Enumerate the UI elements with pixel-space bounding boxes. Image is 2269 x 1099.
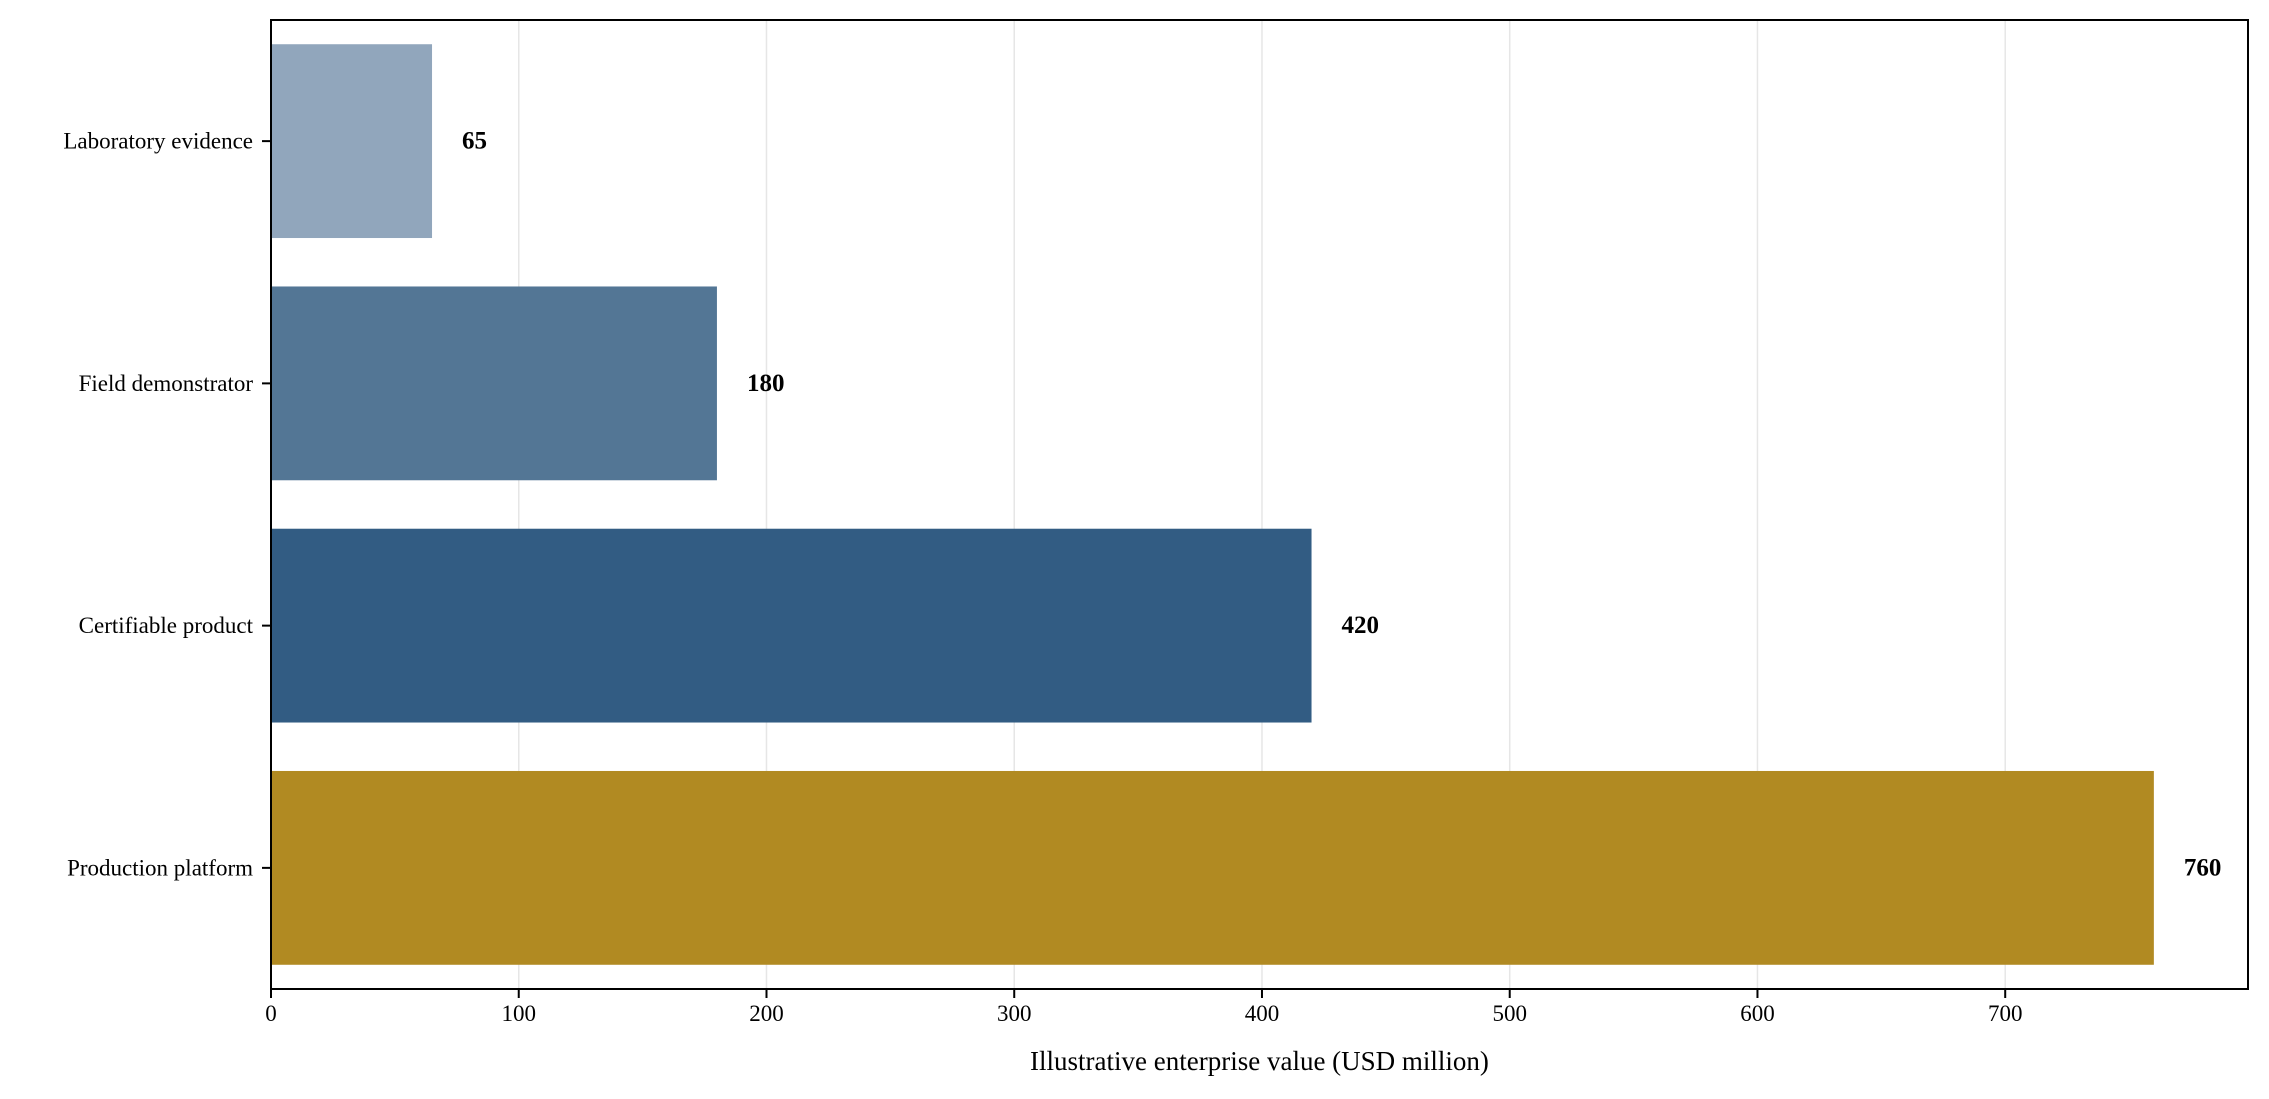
y-axis-ticks: Laboratory evidence Field demonstrator Cer…	[63, 129, 271, 880]
bar-production-platform	[271, 770, 2154, 965]
plot-border	[270, 19, 2249, 990]
x-tick-label: 600	[1740, 1001, 1775, 1026]
gridlines	[517, 20, 2006, 989]
y-tick-label: Certifiable product	[79, 613, 254, 638]
data-label: 180	[747, 370, 785, 397]
bar-certifiable-product	[271, 528, 1312, 723]
x-axis-label: Illustrative enterprise value (USD milli…	[1030, 1046, 1489, 1076]
x-tick-label: 500	[1492, 1001, 1527, 1026]
data-labels: 65 180 420 760	[462, 128, 2221, 882]
y-tick-label: Production platform	[67, 855, 253, 880]
x-tick-label: 400	[1245, 1001, 1280, 1026]
x-tick-label: 300	[997, 1001, 1032, 1026]
y-tick-label: Field demonstrator	[79, 371, 254, 396]
plot-frame	[270, 19, 2249, 990]
bars	[271, 44, 2154, 965]
x-axis-ticks: 0 100 200 300 400 500 600 700	[265, 989, 2022, 1026]
data-label: 760	[2184, 854, 2222, 881]
x-tick-label: 700	[1988, 1001, 2023, 1026]
x-tick-label: 100	[501, 1001, 536, 1026]
y-tick-label: Laboratory evidence	[63, 129, 253, 154]
x-tick-label: 0	[265, 1001, 277, 1026]
bar-laboratory-evidence	[271, 44, 433, 239]
data-label: 65	[462, 128, 487, 155]
data-label: 420	[1342, 612, 1380, 639]
bar-field-demonstrator	[271, 286, 717, 481]
x-tick-label: 200	[749, 1001, 784, 1026]
